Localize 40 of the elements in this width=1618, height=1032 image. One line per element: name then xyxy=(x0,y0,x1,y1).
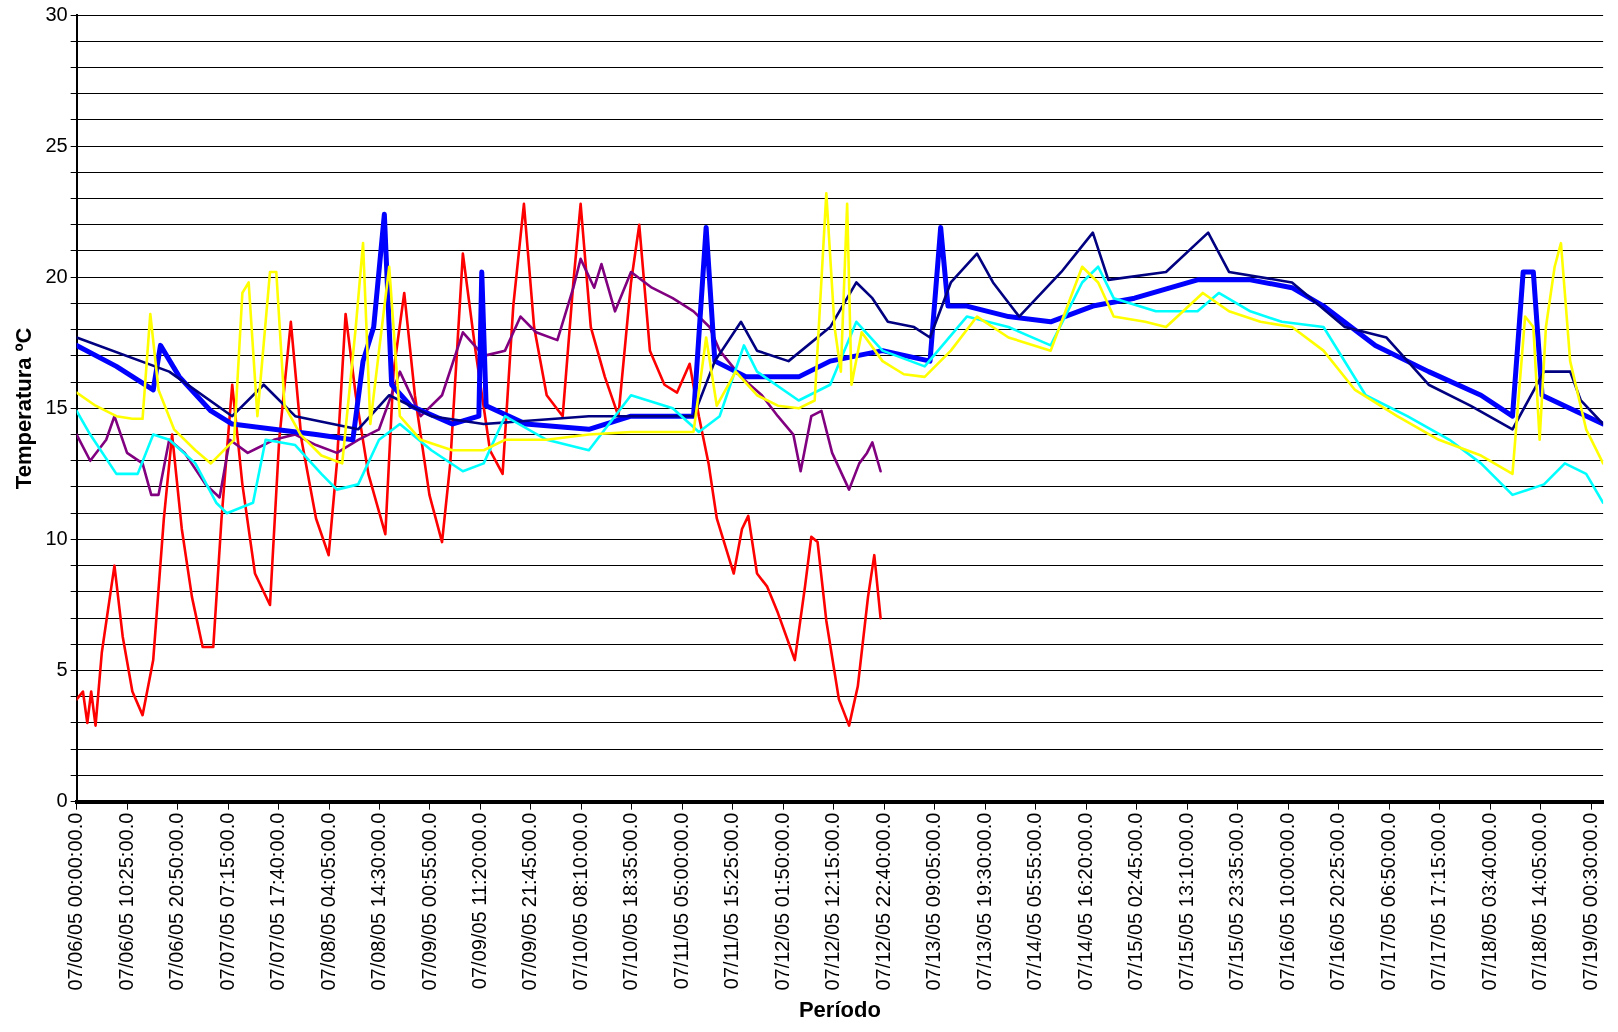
x-tick-label: 07/09/05 21:45:00.0 xyxy=(518,812,541,991)
x-tick-label: 07/14/05 16:20:00.0 xyxy=(1073,812,1096,991)
x-tick-label: 07/11/05 05:00:00.0 xyxy=(669,812,692,990)
x-tick-label: 07/09/05 11:20:00.0 xyxy=(467,812,490,990)
x-tick-label: 07/15/05 23:35:00.0 xyxy=(1225,812,1248,991)
x-tick-label: 07/18/05 14:05:00.0 xyxy=(1528,812,1551,991)
y-tick-label: 25 xyxy=(45,133,68,156)
y-tick-label: 0 xyxy=(56,789,68,812)
x-tick-label: 07/15/05 02:45:00.0 xyxy=(1124,812,1147,991)
x-tick-label: 07/16/05 10:00:00.0 xyxy=(1275,812,1298,991)
x-tick-label: 07/15/05 13:10:00.0 xyxy=(1174,812,1197,991)
y-tick-label: 5 xyxy=(56,658,68,681)
x-tick-label: 07/13/05 19:30:00.0 xyxy=(972,812,995,991)
x-tick-label: 07/12/05 22:40:00.0 xyxy=(871,812,894,991)
y-tick-label: 15 xyxy=(45,395,68,418)
x-tick-label: 07/18/05 03:40:00.0 xyxy=(1477,812,1500,991)
x-tick-label: 07/10/05 08:10:00.0 xyxy=(568,812,591,991)
x-tick-label: 07/07/05 07:15:00.0 xyxy=(215,812,238,991)
x-tick-label: 07/09/05 00:55:00.0 xyxy=(417,812,440,991)
x-tick-label: 07/12/05 01:50:00.0 xyxy=(770,812,793,991)
x-tick-label: 07/13/05 09:05:00.0 xyxy=(922,812,945,991)
x-tick-label: 07/08/05 04:05:00.0 xyxy=(316,812,339,991)
x-tick-label: 07/07/05 17:40:00.0 xyxy=(266,812,289,991)
y-tick-label: 10 xyxy=(45,526,68,549)
x-axis-title: Período xyxy=(798,996,881,1022)
x-tick-label: 07/14/05 05:55:00.0 xyxy=(1023,812,1046,991)
y-tick-label: 30 xyxy=(45,2,68,25)
x-tick-label: 07/19/05 00:30:00.0 xyxy=(1578,812,1601,991)
x-tick-label: 07/06/05 10:25:00.0 xyxy=(114,812,137,991)
x-tick-label: 07/17/05 17:15:00.0 xyxy=(1427,812,1450,991)
x-tick-label: 07/12/05 12:15:00.0 xyxy=(821,812,844,991)
x-tick-label: 07/17/05 06:50:00.0 xyxy=(1376,812,1399,991)
x-tick-label: 07/08/05 14:30:00.0 xyxy=(367,812,390,991)
y-axis-title: Temperatura ºC xyxy=(11,327,37,490)
x-tick-label: 07/06/05 00:00:00.0 xyxy=(64,812,87,991)
x-tick-label: 07/10/05 18:35:00.0 xyxy=(619,812,642,991)
x-tick-label: 07/16/05 20:25:00.0 xyxy=(1326,812,1349,991)
x-tick-label: 07/06/05 20:50:00.0 xyxy=(165,812,188,991)
y-tick-label: 20 xyxy=(45,264,68,287)
x-tick-label: 07/11/05 15:25:00.0 xyxy=(720,812,743,990)
